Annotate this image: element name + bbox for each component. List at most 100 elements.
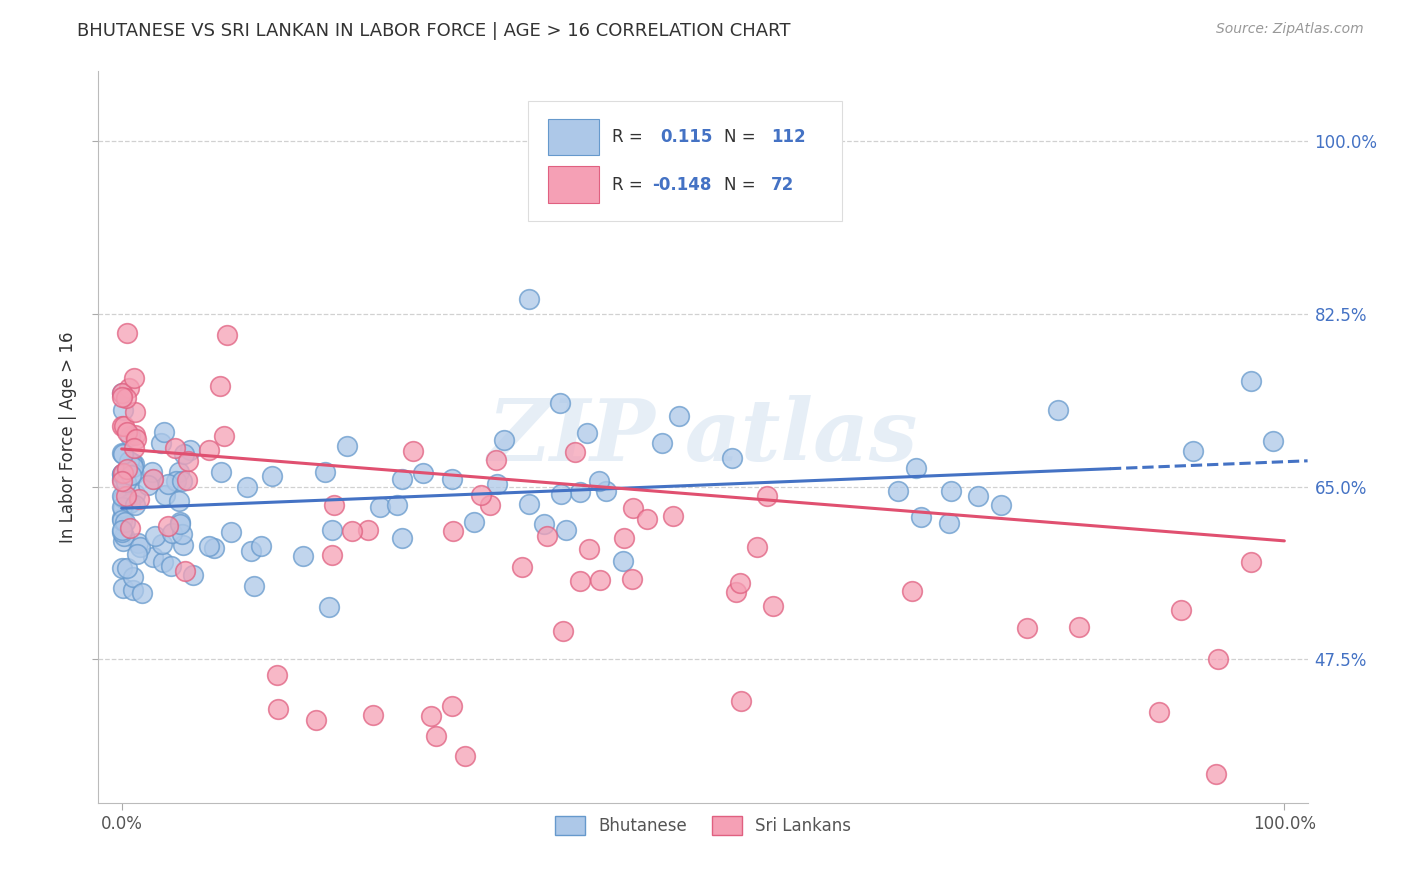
Point	[385, 498, 408, 512]
Point	[553, 624, 575, 639]
Point	[111, 510, 134, 524]
Point	[412, 466, 434, 480]
Point	[1149, 706, 1171, 720]
Point	[136, 478, 159, 492]
Text: BHUTANESE VS SRI LANKAN IN LABOR FORCE | AGE > 16 CORRELATION CHART: BHUTANESE VS SRI LANKAN IN LABOR FORCE |…	[77, 22, 790, 40]
Point	[142, 473, 165, 487]
Point	[209, 465, 232, 479]
Point	[554, 523, 576, 537]
Point	[321, 548, 343, 562]
Point	[111, 467, 134, 482]
Point	[568, 485, 591, 500]
Point	[470, 488, 492, 502]
Point	[260, 469, 283, 483]
Point	[425, 729, 447, 743]
Point	[725, 585, 748, 599]
Point	[747, 540, 769, 554]
Point	[756, 489, 779, 503]
Point	[112, 447, 135, 461]
Point	[112, 467, 135, 482]
Point	[938, 516, 960, 530]
Point	[1170, 602, 1192, 616]
Point	[124, 428, 146, 442]
Point	[172, 538, 194, 552]
Point	[160, 559, 183, 574]
Point	[111, 525, 134, 540]
Point	[115, 560, 138, 574]
Point	[141, 466, 163, 480]
Point	[578, 542, 600, 557]
Point	[318, 600, 340, 615]
Point	[291, 549, 314, 563]
Point	[121, 583, 143, 598]
Point	[122, 371, 145, 385]
Point	[127, 547, 149, 561]
Point	[941, 484, 963, 499]
Point	[762, 599, 785, 614]
Point	[990, 498, 1012, 512]
Point	[115, 489, 138, 503]
Point	[1240, 555, 1263, 569]
Point	[485, 452, 508, 467]
Point	[112, 491, 135, 505]
Point	[636, 512, 658, 526]
Point	[111, 512, 134, 526]
Point	[443, 524, 465, 538]
Text: 0.115: 0.115	[661, 128, 713, 146]
Point	[111, 418, 134, 433]
Point	[209, 379, 232, 393]
Point	[441, 472, 464, 486]
Point	[620, 572, 643, 586]
Point	[111, 385, 134, 400]
Point	[142, 550, 165, 565]
Point	[172, 474, 194, 488]
Point	[111, 490, 134, 504]
Point	[162, 525, 184, 540]
Point	[314, 465, 336, 479]
Point	[454, 749, 477, 764]
Point	[179, 442, 201, 457]
Point	[517, 497, 540, 511]
Point	[122, 460, 145, 475]
Point	[1182, 443, 1205, 458]
Point	[118, 453, 141, 467]
Point	[124, 405, 146, 419]
Point	[569, 574, 592, 588]
Point	[124, 499, 146, 513]
Point	[1205, 767, 1227, 781]
Point	[239, 544, 262, 558]
FancyBboxPatch shape	[548, 119, 599, 155]
Point	[651, 435, 673, 450]
Point	[142, 472, 165, 486]
Point	[150, 435, 173, 450]
Point	[485, 476, 508, 491]
Point	[150, 536, 173, 550]
Point	[550, 487, 572, 501]
Point	[576, 425, 599, 440]
Point	[728, 575, 751, 590]
Point	[112, 581, 135, 595]
Point	[391, 472, 413, 486]
Point	[441, 698, 464, 713]
Point	[173, 447, 195, 461]
Point	[564, 445, 586, 459]
Point	[111, 467, 134, 482]
Point	[152, 555, 174, 569]
Point	[340, 524, 363, 539]
Point	[112, 533, 135, 548]
Point	[721, 450, 744, 465]
Point	[668, 409, 690, 424]
Point	[114, 515, 136, 529]
Point	[336, 439, 359, 453]
Point	[391, 531, 413, 545]
Point	[904, 461, 927, 475]
Point	[111, 472, 134, 486]
Point	[202, 541, 225, 555]
FancyBboxPatch shape	[548, 167, 599, 203]
Point	[112, 529, 135, 543]
Text: 72: 72	[770, 176, 794, 194]
Point	[267, 702, 290, 716]
Point	[115, 326, 138, 341]
Point	[124, 487, 146, 501]
Text: ZIP atlas: ZIP atlas	[488, 395, 918, 479]
